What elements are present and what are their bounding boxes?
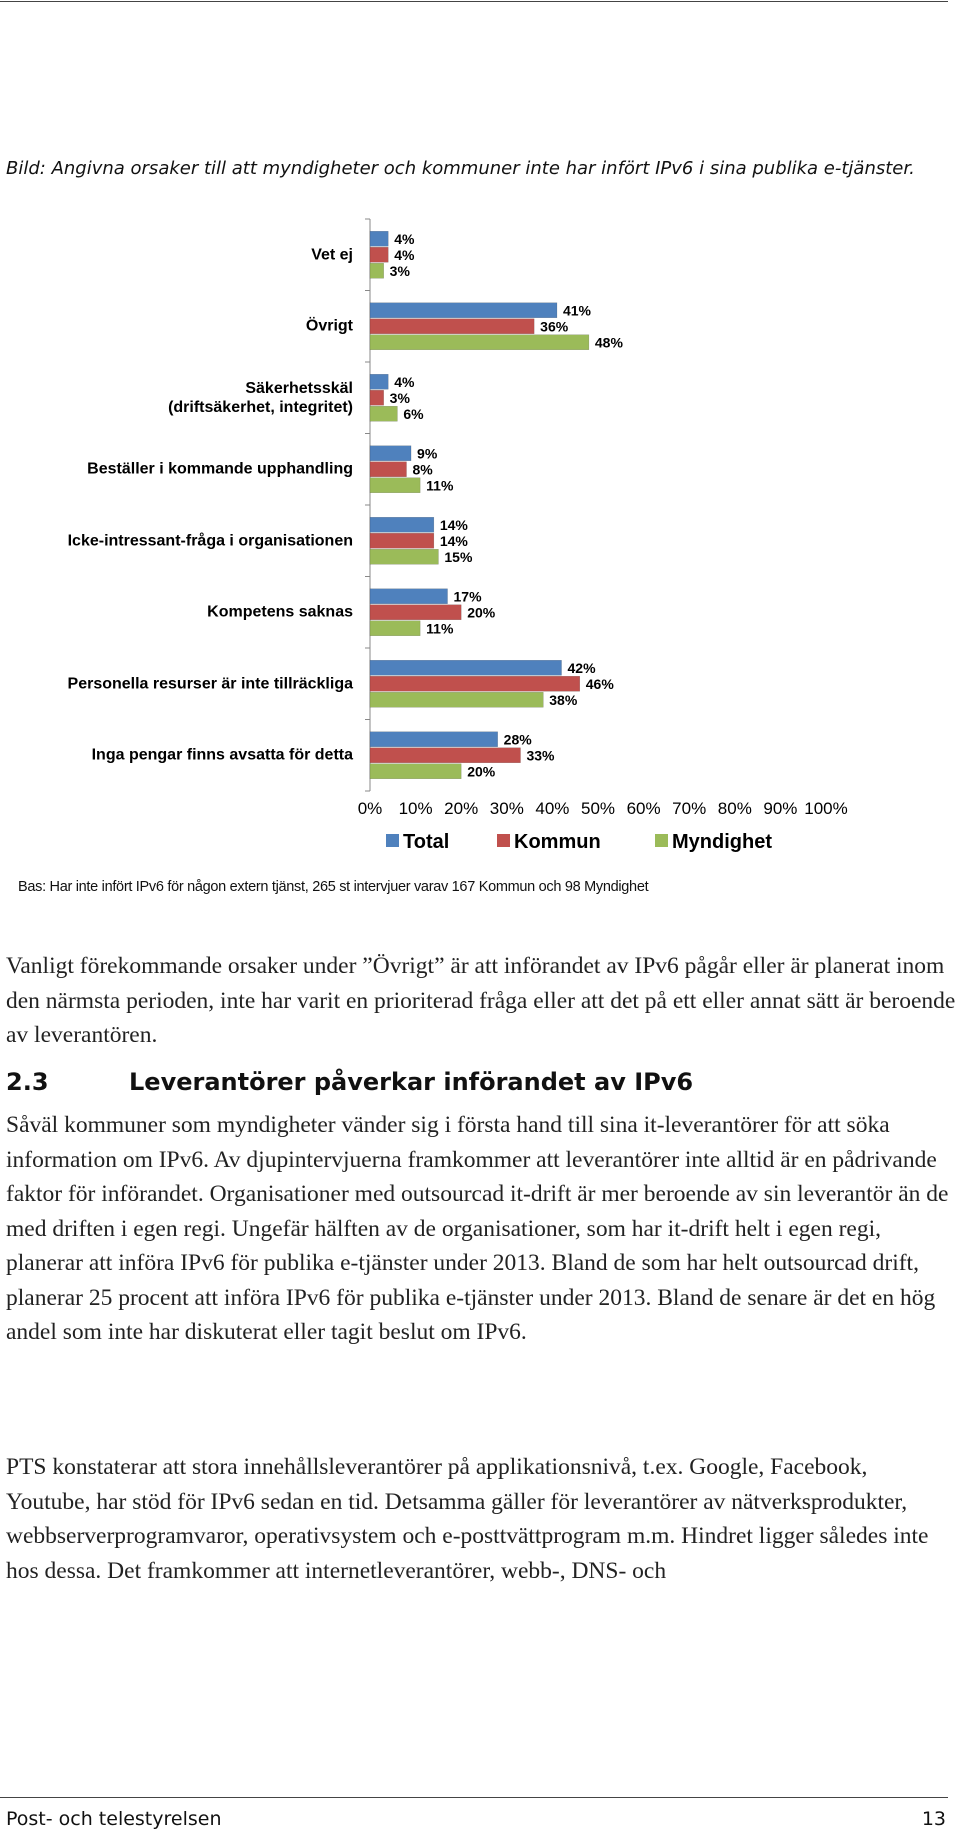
bar	[369, 747, 521, 763]
bar	[369, 533, 435, 549]
legend-swatch	[497, 834, 510, 847]
bar	[369, 604, 462, 620]
bar	[369, 549, 439, 565]
bar	[369, 231, 389, 247]
figure-caption: Bild: Angivna orsaker till att myndighet…	[6, 158, 915, 179]
legend-label: Total	[403, 831, 449, 853]
value-label: 14%	[440, 533, 469, 549]
top-rule	[0, 1, 948, 2]
value-label: 3%	[390, 263, 411, 279]
bar	[369, 334, 590, 350]
bar	[369, 763, 462, 779]
x-tick-label: 80%	[718, 799, 752, 818]
x-tick-label: 10%	[399, 799, 433, 818]
category-label: Kompetens saknas	[207, 603, 353, 621]
category-label: Vet ej	[311, 246, 353, 264]
category-label: Icke-intressant-fråga i organisationen	[67, 532, 353, 550]
value-label: 20%	[467, 763, 496, 779]
bar	[369, 263, 384, 279]
x-tick-label: 70%	[672, 799, 706, 818]
value-label: 41%	[563, 302, 592, 318]
category-label: Beställer i kommande upphandling	[87, 460, 353, 478]
bar	[369, 731, 498, 747]
chart: 4%4%3%41%36%48%4%3%6%9%8%11%14%14%15%17%…	[358, 218, 848, 853]
value-label: 9%	[417, 445, 438, 461]
bar	[369, 302, 558, 318]
value-label: 46%	[586, 676, 615, 692]
x-tick-label: 40%	[535, 799, 569, 818]
heading-text: Leverantörer påverkar införandet av IPv6	[129, 1068, 694, 1096]
value-label: 4%	[394, 231, 415, 247]
paragraph: Såväl kommuner som myndigheter vänder si…	[6, 1112, 949, 1345]
value-label: 3%	[390, 390, 411, 406]
bar	[369, 660, 562, 676]
legend-label: Kommun	[514, 831, 601, 853]
value-label: 4%	[394, 374, 415, 390]
value-label: 14%	[440, 517, 469, 533]
value-label: 33%	[526, 747, 555, 763]
heading-number: 2.3	[6, 1068, 49, 1096]
category-label: Säkerhetsskäl (driftsäkerhet, integritet…	[168, 379, 353, 416]
x-tick-label: 60%	[627, 799, 661, 818]
value-label: 6%	[403, 406, 424, 422]
category-label: Inga pengar finns avsatta för detta	[91, 746, 353, 764]
value-label: 17%	[454, 588, 483, 604]
value-label: 20%	[467, 604, 496, 620]
category-label: Övrigt	[305, 317, 353, 335]
x-tick-label: 20%	[444, 799, 478, 818]
value-label: 11%	[426, 477, 454, 493]
category-label: Personella resurser är inte tillräckliga	[67, 675, 353, 693]
x-tick-label: 90%	[763, 799, 797, 818]
bar	[369, 692, 544, 708]
value-label: 42%	[568, 660, 597, 676]
bar	[369, 620, 421, 636]
x-tick-label: 30%	[490, 799, 524, 818]
paragraph: Vanligt förekommande orsaker under ”Övri…	[6, 953, 956, 1048]
bar	[369, 247, 389, 263]
chart-note: Bas: Har inte infört IPv6 för någon exte…	[18, 879, 649, 895]
value-label: 48%	[595, 334, 624, 350]
value-label: 38%	[549, 692, 578, 708]
bar	[369, 445, 412, 461]
x-tick-label: 100%	[804, 799, 847, 818]
bar	[369, 318, 535, 334]
bar	[369, 461, 407, 477]
bar	[369, 406, 398, 422]
bar	[369, 676, 581, 692]
bar	[369, 477, 421, 493]
footer-rule	[0, 1797, 948, 1798]
value-label: 28%	[504, 731, 533, 747]
footer-text: Post- och telestyrelsen	[6, 1808, 222, 1830]
bar	[369, 588, 448, 604]
value-label: 36%	[540, 318, 569, 334]
value-label: 11%	[426, 620, 454, 636]
value-label: 15%	[444, 549, 473, 565]
legend-swatch	[386, 834, 399, 847]
bar	[369, 390, 384, 406]
bar	[369, 374, 389, 390]
page-number: 13	[921, 1808, 946, 1830]
legend-swatch	[655, 834, 668, 847]
x-tick-label: 0%	[358, 799, 383, 818]
paragraph: PTS konstaterar att stora innehållslever…	[6, 1454, 929, 1584]
legend-label: Myndighet	[672, 831, 772, 853]
value-label: 4%	[394, 247, 415, 263]
x-tick-label: 50%	[581, 799, 615, 818]
value-label: 8%	[412, 461, 433, 477]
bar	[369, 517, 435, 533]
